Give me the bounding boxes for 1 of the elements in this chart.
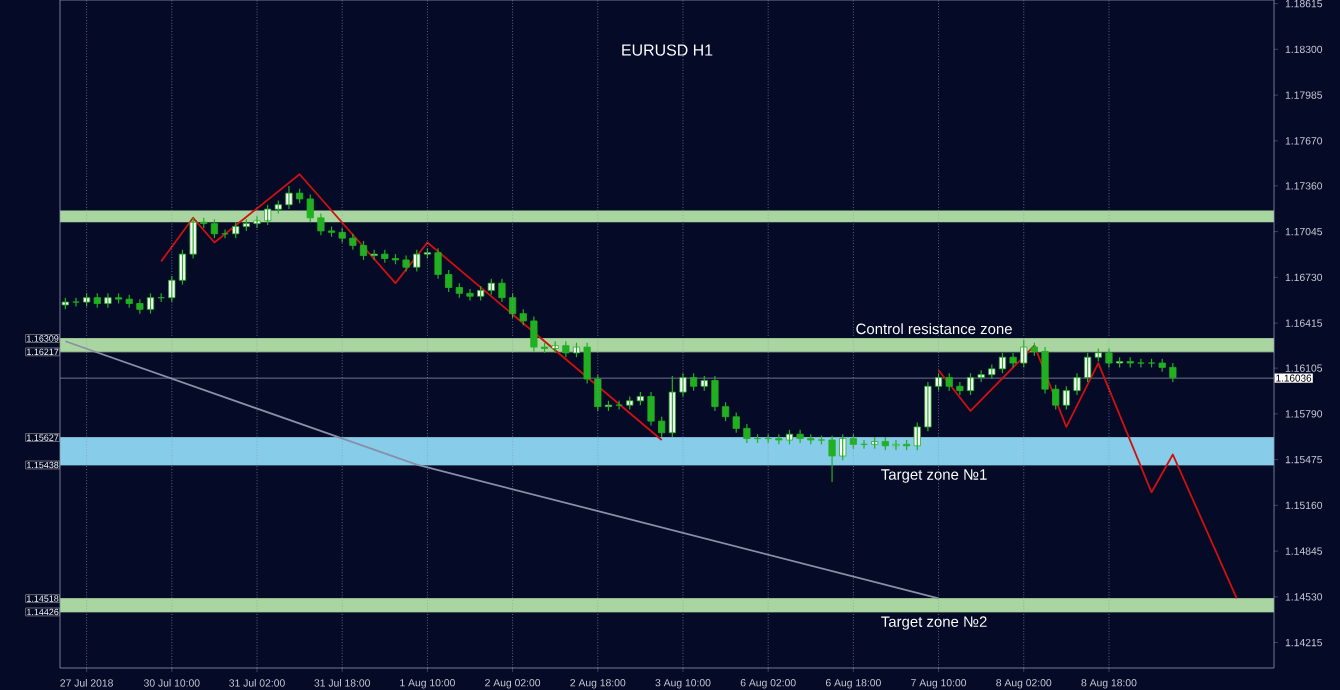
line-series bbox=[160, 173, 663, 441]
